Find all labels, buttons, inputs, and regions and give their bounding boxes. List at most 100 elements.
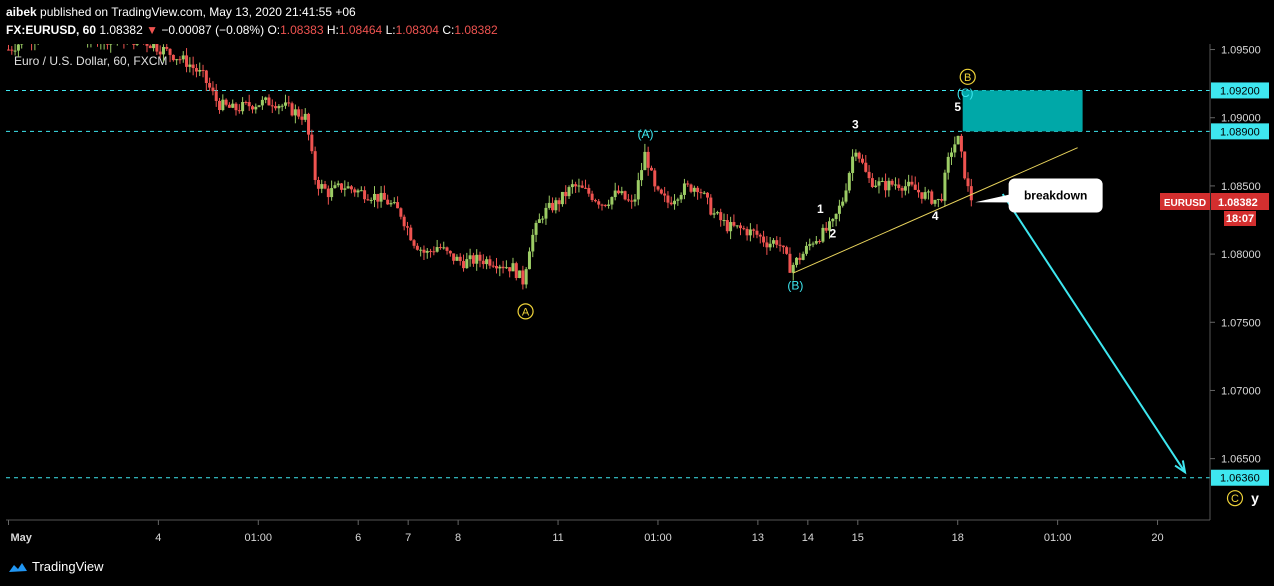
candle-body-201 xyxy=(669,202,673,205)
candle-body-46 xyxy=(158,51,162,55)
candle-body-262 xyxy=(870,178,874,187)
close-value: 1.08382 xyxy=(454,23,498,37)
candle-body-56 xyxy=(191,64,195,69)
candle-body-214 xyxy=(712,213,716,215)
wave-label-2: (B) xyxy=(787,278,803,292)
candle-body-47 xyxy=(161,47,165,55)
close-label: C: xyxy=(442,23,455,37)
callout-bubble[interactable] xyxy=(1008,178,1103,213)
candle-body-68 xyxy=(231,103,235,108)
candle-body-219 xyxy=(729,222,733,232)
x-tick-label-5: 8 xyxy=(455,532,461,544)
wave-label-3: 1 xyxy=(817,202,824,216)
symbol-label[interactable]: FX:EURUSD, 60 xyxy=(6,23,97,37)
chart-title: Euro / U.S. Dollar, 60, FXCM xyxy=(14,54,167,68)
trendline[interactable] xyxy=(792,147,1078,274)
candle-body-249 xyxy=(828,221,832,231)
candle-body-233 xyxy=(775,240,779,245)
wave-circle-0 xyxy=(517,303,534,320)
candle-body-103 xyxy=(346,186,350,189)
candle-body-213 xyxy=(709,197,713,215)
change-value: −0.00087 (−0.08%) xyxy=(161,23,265,37)
candle-body-81 xyxy=(274,106,278,109)
candle-body-134 xyxy=(448,250,452,254)
change-down-icon: ▼ xyxy=(146,23,158,37)
candle-body-2 xyxy=(13,50,17,52)
low-label: L: xyxy=(385,23,396,37)
candle-body-86 xyxy=(290,103,294,116)
author-name[interactable]: aibek xyxy=(6,5,37,19)
candle-body-106 xyxy=(356,190,360,193)
x-tick-label-4: 7 xyxy=(405,532,411,544)
candle-body-255 xyxy=(847,173,851,191)
wave-label-4: 2 xyxy=(829,227,836,241)
candle-body-132 xyxy=(442,247,446,249)
candle-body-50 xyxy=(171,54,175,61)
candle-body-246 xyxy=(818,241,822,243)
y-tick-label-1: 1.09000 xyxy=(1221,113,1261,125)
candle-body-200 xyxy=(666,195,670,203)
candle-body-186 xyxy=(620,191,624,194)
candle-body-264 xyxy=(877,181,881,186)
candle-body-154 xyxy=(514,263,518,279)
candle-body-93 xyxy=(313,151,317,180)
candle-body-117 xyxy=(392,202,396,204)
candle-body-156 xyxy=(521,270,525,285)
tradingview-brand[interactable]: TradingView xyxy=(32,559,104,574)
candle-body-59 xyxy=(201,70,205,72)
candle-body-122 xyxy=(409,227,413,241)
level-price-box-1 xyxy=(1211,123,1269,140)
candle-body-151 xyxy=(504,267,508,269)
candle-body-290 xyxy=(963,151,967,179)
candle-body-184 xyxy=(613,190,617,198)
candle-body-87 xyxy=(293,109,297,116)
candle-body-76 xyxy=(257,105,261,107)
candle-body-89 xyxy=(300,116,304,120)
candle-body-133 xyxy=(445,247,449,251)
wave-label-0: A xyxy=(522,306,530,318)
candle-body-198 xyxy=(659,189,663,194)
candle-body-227 xyxy=(755,230,759,235)
candle-body-107 xyxy=(359,190,363,192)
x-tick-label-13: 20 xyxy=(1151,532,1163,544)
candle-body-104 xyxy=(349,186,353,190)
publish-line: aibek published on TradingView.com, May … xyxy=(6,5,356,19)
candle-body-215 xyxy=(715,212,719,214)
current-price-label: 1.08382 xyxy=(1218,197,1258,209)
candle-body-77 xyxy=(260,99,264,106)
candle-body-135 xyxy=(452,253,456,261)
candle-body-43 xyxy=(148,45,152,49)
candle-body-64 xyxy=(218,100,222,111)
candle-body-222 xyxy=(738,225,742,229)
symbol-tag-box[interactable] xyxy=(1160,193,1210,210)
candle-body-48 xyxy=(165,47,169,49)
wave-label-11: y xyxy=(1251,490,1259,506)
current-price-box xyxy=(1211,193,1269,210)
candle-body-195 xyxy=(649,167,653,171)
open-value: 1.08383 xyxy=(280,23,324,37)
candle-body-85 xyxy=(287,102,291,104)
candle-body-160 xyxy=(534,222,538,235)
high-label: H: xyxy=(326,23,339,37)
candle-body-223 xyxy=(742,228,746,230)
candle-body-206 xyxy=(686,183,690,185)
target-zone-box[interactable] xyxy=(962,90,1083,132)
candle-body-66 xyxy=(224,99,228,105)
wave-label-7: 5 xyxy=(954,100,961,114)
candle-body-92 xyxy=(310,134,314,152)
candle-body-83 xyxy=(280,105,284,107)
candle-body-167 xyxy=(557,200,561,205)
x-tick-label-0: May xyxy=(10,532,32,544)
callout-pointer xyxy=(975,192,1019,203)
candle-body-109 xyxy=(366,199,370,201)
tradingview-logo-icon[interactable] xyxy=(8,560,28,574)
candle-body-114 xyxy=(382,192,386,200)
candle-body-79 xyxy=(267,97,271,106)
projection-arrow[interactable] xyxy=(1001,193,1186,473)
candle-body-235 xyxy=(781,245,785,248)
candle-body-240 xyxy=(798,257,802,260)
candle-body-126 xyxy=(422,249,426,253)
candle-body-115 xyxy=(386,199,390,205)
wave-label-6: 4 xyxy=(932,209,939,223)
